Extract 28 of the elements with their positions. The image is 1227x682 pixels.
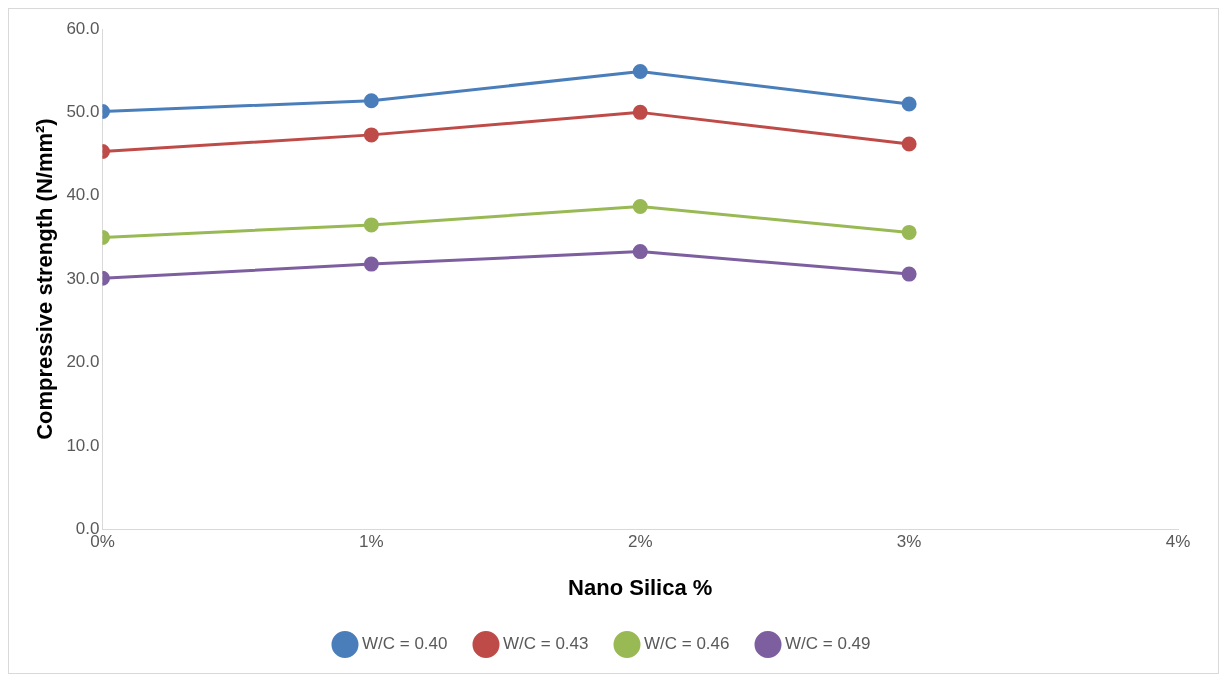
point bbox=[363, 256, 379, 272]
x-tick-label: 2% bbox=[627, 532, 653, 552]
point bbox=[363, 127, 379, 143]
point bbox=[901, 224, 917, 240]
y-tick-label: 40.0 bbox=[66, 185, 100, 205]
point bbox=[901, 136, 917, 152]
legend-label: W/C = 0.49 bbox=[785, 634, 871, 654]
legend-label: W/C = 0.40 bbox=[361, 634, 448, 654]
legend-label: W/C = 0.43 bbox=[502, 634, 589, 654]
y-axis-title: Compressive strength (N/mm²) bbox=[32, 118, 58, 440]
x-tick-label: 3% bbox=[896, 532, 922, 552]
y-tick-label: 20.0 bbox=[66, 352, 100, 372]
point bbox=[632, 199, 648, 215]
point bbox=[632, 64, 648, 80]
point bbox=[901, 96, 917, 112]
point bbox=[632, 244, 648, 260]
legend-label: W/C = 0.46 bbox=[644, 634, 730, 654]
x-tick-label: 1% bbox=[359, 532, 384, 552]
y-tick-label: 30.0 bbox=[66, 268, 100, 288]
y-tick-label: 50.0 bbox=[66, 102, 100, 122]
x-tick-label: 4% bbox=[1165, 532, 1191, 552]
y-tick-label: 10.0 bbox=[66, 435, 100, 455]
point bbox=[901, 266, 917, 282]
x-axis-title: Nano Silica % bbox=[568, 574, 713, 600]
y-tick-label: 60.0 bbox=[66, 18, 100, 38]
point bbox=[363, 217, 379, 233]
point bbox=[363, 93, 379, 109]
point bbox=[632, 104, 648, 120]
